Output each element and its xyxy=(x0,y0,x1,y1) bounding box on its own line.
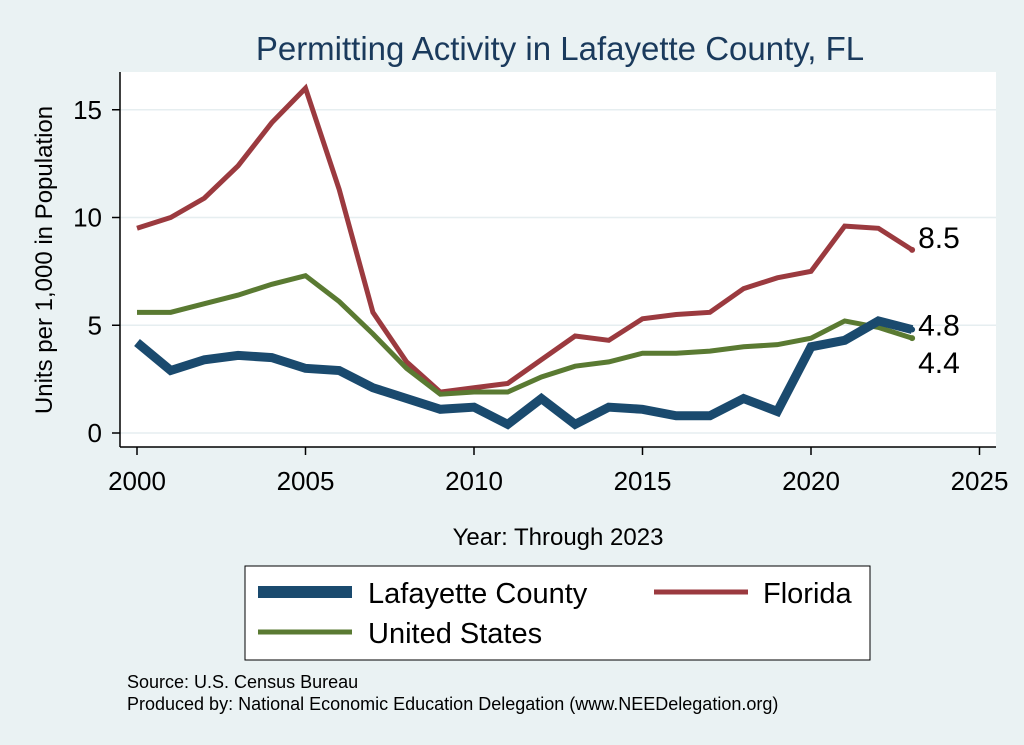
y-axis-title: Units per 1,000 in Population xyxy=(31,106,58,414)
x-tick-label: 2025 xyxy=(951,466,1009,496)
series-end-point xyxy=(909,326,916,333)
series-end-point xyxy=(909,335,916,342)
series-line-united-states xyxy=(137,272,913,397)
series-line-lafayette-county xyxy=(134,316,914,430)
chart-title: Permitting Activity in Lafayette County,… xyxy=(256,30,864,67)
legend-label-florida: Florida xyxy=(763,578,853,610)
y-tick-label: 10 xyxy=(73,203,102,233)
end-label-layer: 4.8 8.5 4.4 xyxy=(918,222,960,380)
x-tick-label: 2005 xyxy=(277,466,335,496)
x-tick-label: 2000 xyxy=(108,466,166,496)
legend: Lafayette County Florida United States xyxy=(244,565,871,661)
produced-note: Produced by: National Economic Education… xyxy=(127,694,778,714)
legend-box xyxy=(244,565,871,661)
source-note: Source: U.S. Census Bureau xyxy=(127,672,358,692)
series-layer xyxy=(134,83,916,430)
grid-layer xyxy=(120,109,996,434)
plot-area xyxy=(120,72,996,447)
series-end-point xyxy=(909,246,916,253)
x-tick-label: 2010 xyxy=(445,466,503,496)
legend-label-lafayette: Lafayette County xyxy=(368,578,588,610)
y-tick-label: 15 xyxy=(73,95,102,125)
x-tick-label: 2015 xyxy=(614,466,672,496)
y-tick-label: 0 xyxy=(88,418,102,448)
axis-layer: 0 5 10 15 2000 2005 2010 2015 2020 2025 xyxy=(73,72,1008,496)
y-tick-label: 5 xyxy=(88,310,102,340)
end-label-lafayette-county: 4.8 xyxy=(918,310,960,343)
end-label-united-states: 4.4 xyxy=(918,347,960,380)
x-tick-label: 2020 xyxy=(782,466,840,496)
end-label-florida: 8.5 xyxy=(918,222,960,255)
series-line-florida xyxy=(136,83,914,395)
legend-label-us: United States xyxy=(368,618,542,650)
x-axis-title: Year: Through 2023 xyxy=(453,524,664,551)
